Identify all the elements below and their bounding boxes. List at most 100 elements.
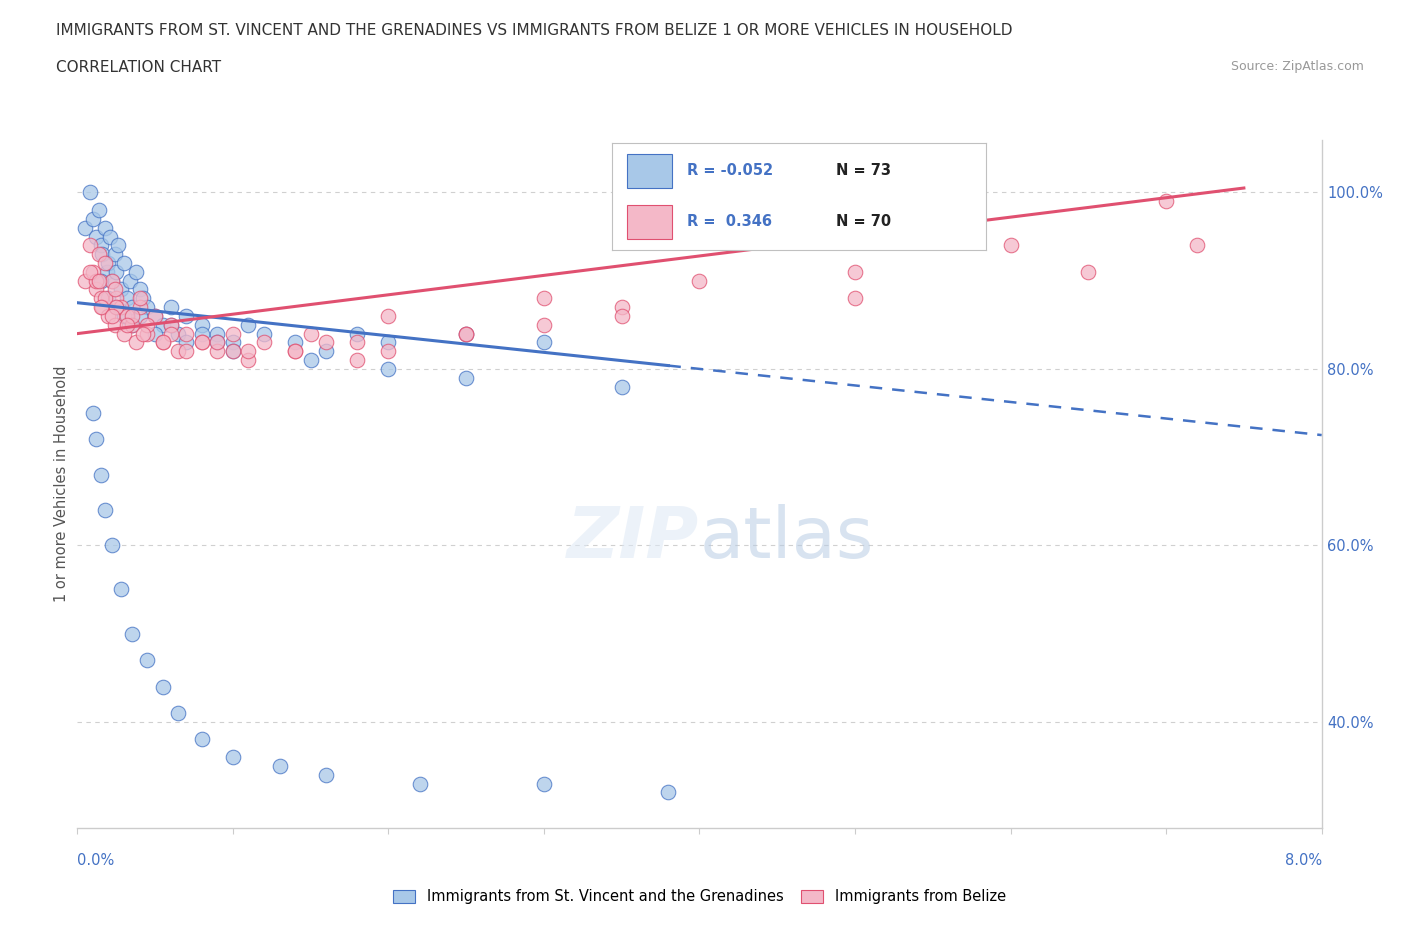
Point bbox=[315, 767, 337, 782]
Point bbox=[610, 299, 633, 314]
Point bbox=[174, 309, 197, 324]
Point bbox=[100, 273, 122, 288]
Point bbox=[84, 432, 107, 447]
Point bbox=[152, 335, 174, 350]
Point bbox=[82, 405, 104, 420]
Point bbox=[136, 299, 159, 314]
Point bbox=[110, 299, 132, 314]
Point bbox=[112, 326, 135, 341]
Point bbox=[105, 299, 128, 314]
Point bbox=[125, 264, 148, 279]
Point bbox=[112, 309, 135, 324]
Point bbox=[844, 291, 866, 306]
Point bbox=[253, 326, 276, 341]
Point bbox=[299, 352, 322, 367]
Point bbox=[657, 785, 679, 800]
Point bbox=[91, 246, 114, 261]
Point bbox=[346, 352, 368, 367]
Point bbox=[610, 309, 633, 324]
Point bbox=[90, 299, 112, 314]
Point bbox=[377, 335, 399, 350]
Point bbox=[128, 309, 150, 324]
Point bbox=[533, 291, 555, 306]
Point bbox=[191, 732, 214, 747]
Point bbox=[238, 352, 260, 367]
Point bbox=[94, 256, 117, 271]
Point bbox=[207, 335, 229, 350]
Point bbox=[87, 246, 110, 261]
Point bbox=[222, 344, 245, 359]
Point bbox=[82, 264, 104, 279]
Point bbox=[97, 291, 120, 306]
Point bbox=[79, 238, 101, 253]
Point bbox=[159, 317, 181, 332]
Point bbox=[121, 317, 143, 332]
Point bbox=[104, 246, 127, 261]
Point bbox=[121, 317, 143, 332]
Point bbox=[456, 370, 478, 385]
Point bbox=[120, 273, 142, 288]
Point bbox=[136, 317, 159, 332]
Point bbox=[174, 344, 197, 359]
Point bbox=[844, 264, 866, 279]
Point bbox=[1154, 193, 1177, 208]
Text: ZIP: ZIP bbox=[567, 504, 700, 573]
Point bbox=[143, 309, 166, 324]
Point bbox=[90, 273, 112, 288]
Point bbox=[159, 317, 181, 332]
Point bbox=[346, 335, 368, 350]
Text: CORRELATION CHART: CORRELATION CHART bbox=[56, 60, 221, 75]
Point bbox=[97, 309, 120, 324]
Point bbox=[533, 777, 555, 791]
Point bbox=[79, 185, 101, 200]
Point bbox=[159, 299, 181, 314]
Point bbox=[207, 344, 229, 359]
Point bbox=[105, 291, 128, 306]
Point bbox=[75, 220, 97, 235]
Point bbox=[167, 326, 190, 341]
Point bbox=[105, 299, 128, 314]
Point bbox=[191, 326, 214, 341]
Point bbox=[238, 317, 260, 332]
Point bbox=[100, 309, 122, 324]
Point bbox=[1000, 238, 1022, 253]
Point bbox=[94, 220, 117, 235]
Point bbox=[131, 326, 153, 341]
Point bbox=[174, 326, 197, 341]
Point bbox=[610, 379, 633, 394]
Point bbox=[90, 468, 112, 483]
Point bbox=[128, 291, 150, 306]
Text: 8.0%: 8.0% bbox=[1285, 853, 1322, 868]
Point bbox=[115, 309, 138, 324]
Point bbox=[90, 238, 112, 253]
Point bbox=[84, 229, 107, 244]
Point bbox=[75, 273, 97, 288]
Text: IMMIGRANTS FROM ST. VINCENT AND THE GRENADINES VS IMMIGRANTS FROM BELIZE 1 OR MO: IMMIGRANTS FROM ST. VINCENT AND THE GREN… bbox=[56, 23, 1012, 38]
Point bbox=[82, 211, 104, 226]
Point bbox=[689, 273, 711, 288]
Point bbox=[315, 335, 337, 350]
Point bbox=[284, 335, 307, 350]
Point bbox=[159, 326, 181, 341]
Point bbox=[128, 282, 150, 297]
Y-axis label: 1 or more Vehicles in Household: 1 or more Vehicles in Household bbox=[53, 365, 69, 602]
Point bbox=[84, 282, 107, 297]
Point bbox=[110, 282, 132, 297]
Point bbox=[104, 317, 127, 332]
Point bbox=[90, 291, 112, 306]
Point bbox=[174, 335, 197, 350]
Point bbox=[115, 317, 138, 332]
Point bbox=[152, 335, 174, 350]
Point bbox=[143, 309, 166, 324]
Point bbox=[533, 335, 555, 350]
Point bbox=[456, 326, 478, 341]
Point bbox=[207, 326, 229, 341]
Point bbox=[1187, 238, 1209, 253]
Point bbox=[84, 273, 107, 288]
Point bbox=[94, 502, 117, 517]
Point bbox=[115, 291, 138, 306]
Legend: Immigrants from St. Vincent and the Grenadines, Immigrants from Belize: Immigrants from St. Vincent and the Gren… bbox=[388, 884, 1011, 910]
Point bbox=[253, 335, 276, 350]
Point bbox=[533, 317, 555, 332]
Point bbox=[152, 679, 174, 694]
